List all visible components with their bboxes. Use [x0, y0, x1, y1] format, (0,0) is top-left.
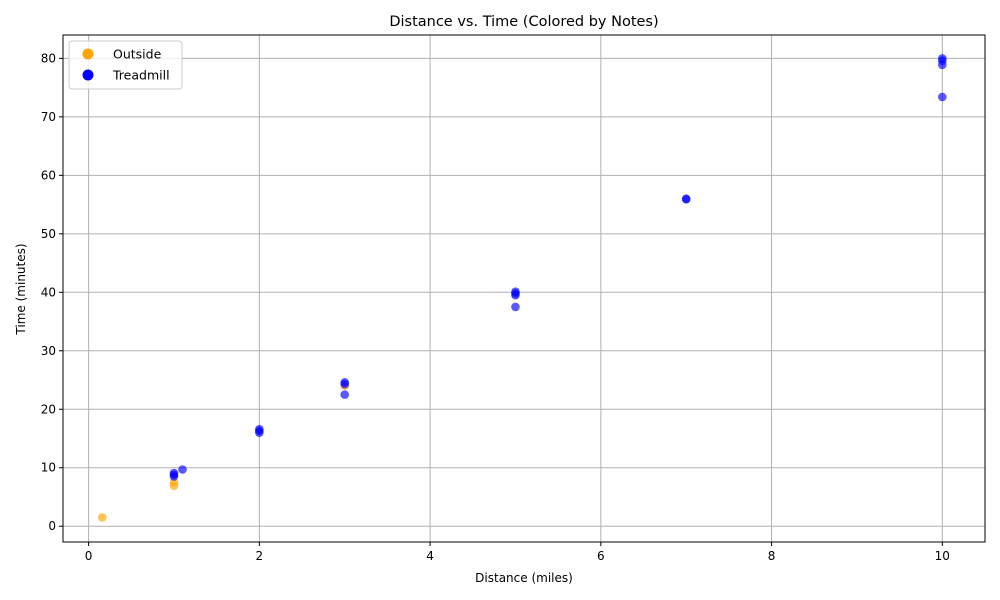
x-tick-label: 10	[935, 549, 950, 563]
x-axis-ticks: 0 2 4 6 8 10	[85, 542, 950, 563]
data-point-treadmill	[169, 468, 179, 478]
chart-title: Distance vs. Time (Colored by Notes)	[389, 14, 658, 30]
legend-marker	[82, 48, 94, 60]
y-tick-label: 20	[41, 402, 56, 416]
x-tick-label: 6	[597, 549, 605, 563]
legend-label: Outside	[113, 47, 162, 62]
x-tick-label: 2	[256, 549, 264, 563]
data-point-treadmill	[938, 92, 947, 102]
y-tick-label: 30	[41, 344, 56, 358]
y-tick-label: 0	[48, 519, 56, 533]
data-point-treadmill	[681, 194, 691, 204]
legend-box	[68, 40, 183, 90]
data-point-outside	[97, 513, 107, 522]
data-point-treadmill	[340, 390, 350, 399]
y-tick-label: 10	[41, 461, 56, 475]
y-tick-label: 40	[41, 285, 56, 299]
grid-lines	[63, 35, 985, 542]
data-point-treadmill	[340, 378, 350, 387]
data-point-treadmill	[178, 465, 187, 474]
series-outside	[97, 381, 350, 522]
data-point-treadmill	[938, 54, 947, 63]
plot-frame	[62, 34, 986, 543]
x-tick-label: 0	[85, 549, 93, 563]
legend: Outside Treadmill	[68, 40, 183, 90]
y-tick-label: 70	[41, 110, 56, 124]
x-tick-label: 8	[768, 549, 776, 563]
legend-item-outside: Outside	[82, 47, 162, 62]
legend-marker	[82, 69, 94, 81]
y-tick-label: 50	[41, 227, 56, 241]
series-treadmill	[169, 54, 947, 481]
data-point-treadmill	[511, 287, 520, 297]
y-axis-label: Time (minutes)	[14, 243, 28, 335]
y-tick-label: 80	[41, 51, 56, 65]
legend-label: Treadmill	[112, 68, 170, 83]
data-point-treadmill	[511, 302, 520, 312]
y-axis-ticks: 0 10 20 30 40 50 60 70 80	[41, 51, 63, 533]
data-points	[97, 54, 947, 522]
legend-item-treadmill: Treadmill	[82, 68, 170, 83]
x-axis-label: Distance (miles)	[475, 571, 573, 585]
x-tick-label: 4	[426, 549, 434, 563]
y-tick-label: 60	[41, 168, 56, 182]
data-point-treadmill	[255, 424, 264, 434]
